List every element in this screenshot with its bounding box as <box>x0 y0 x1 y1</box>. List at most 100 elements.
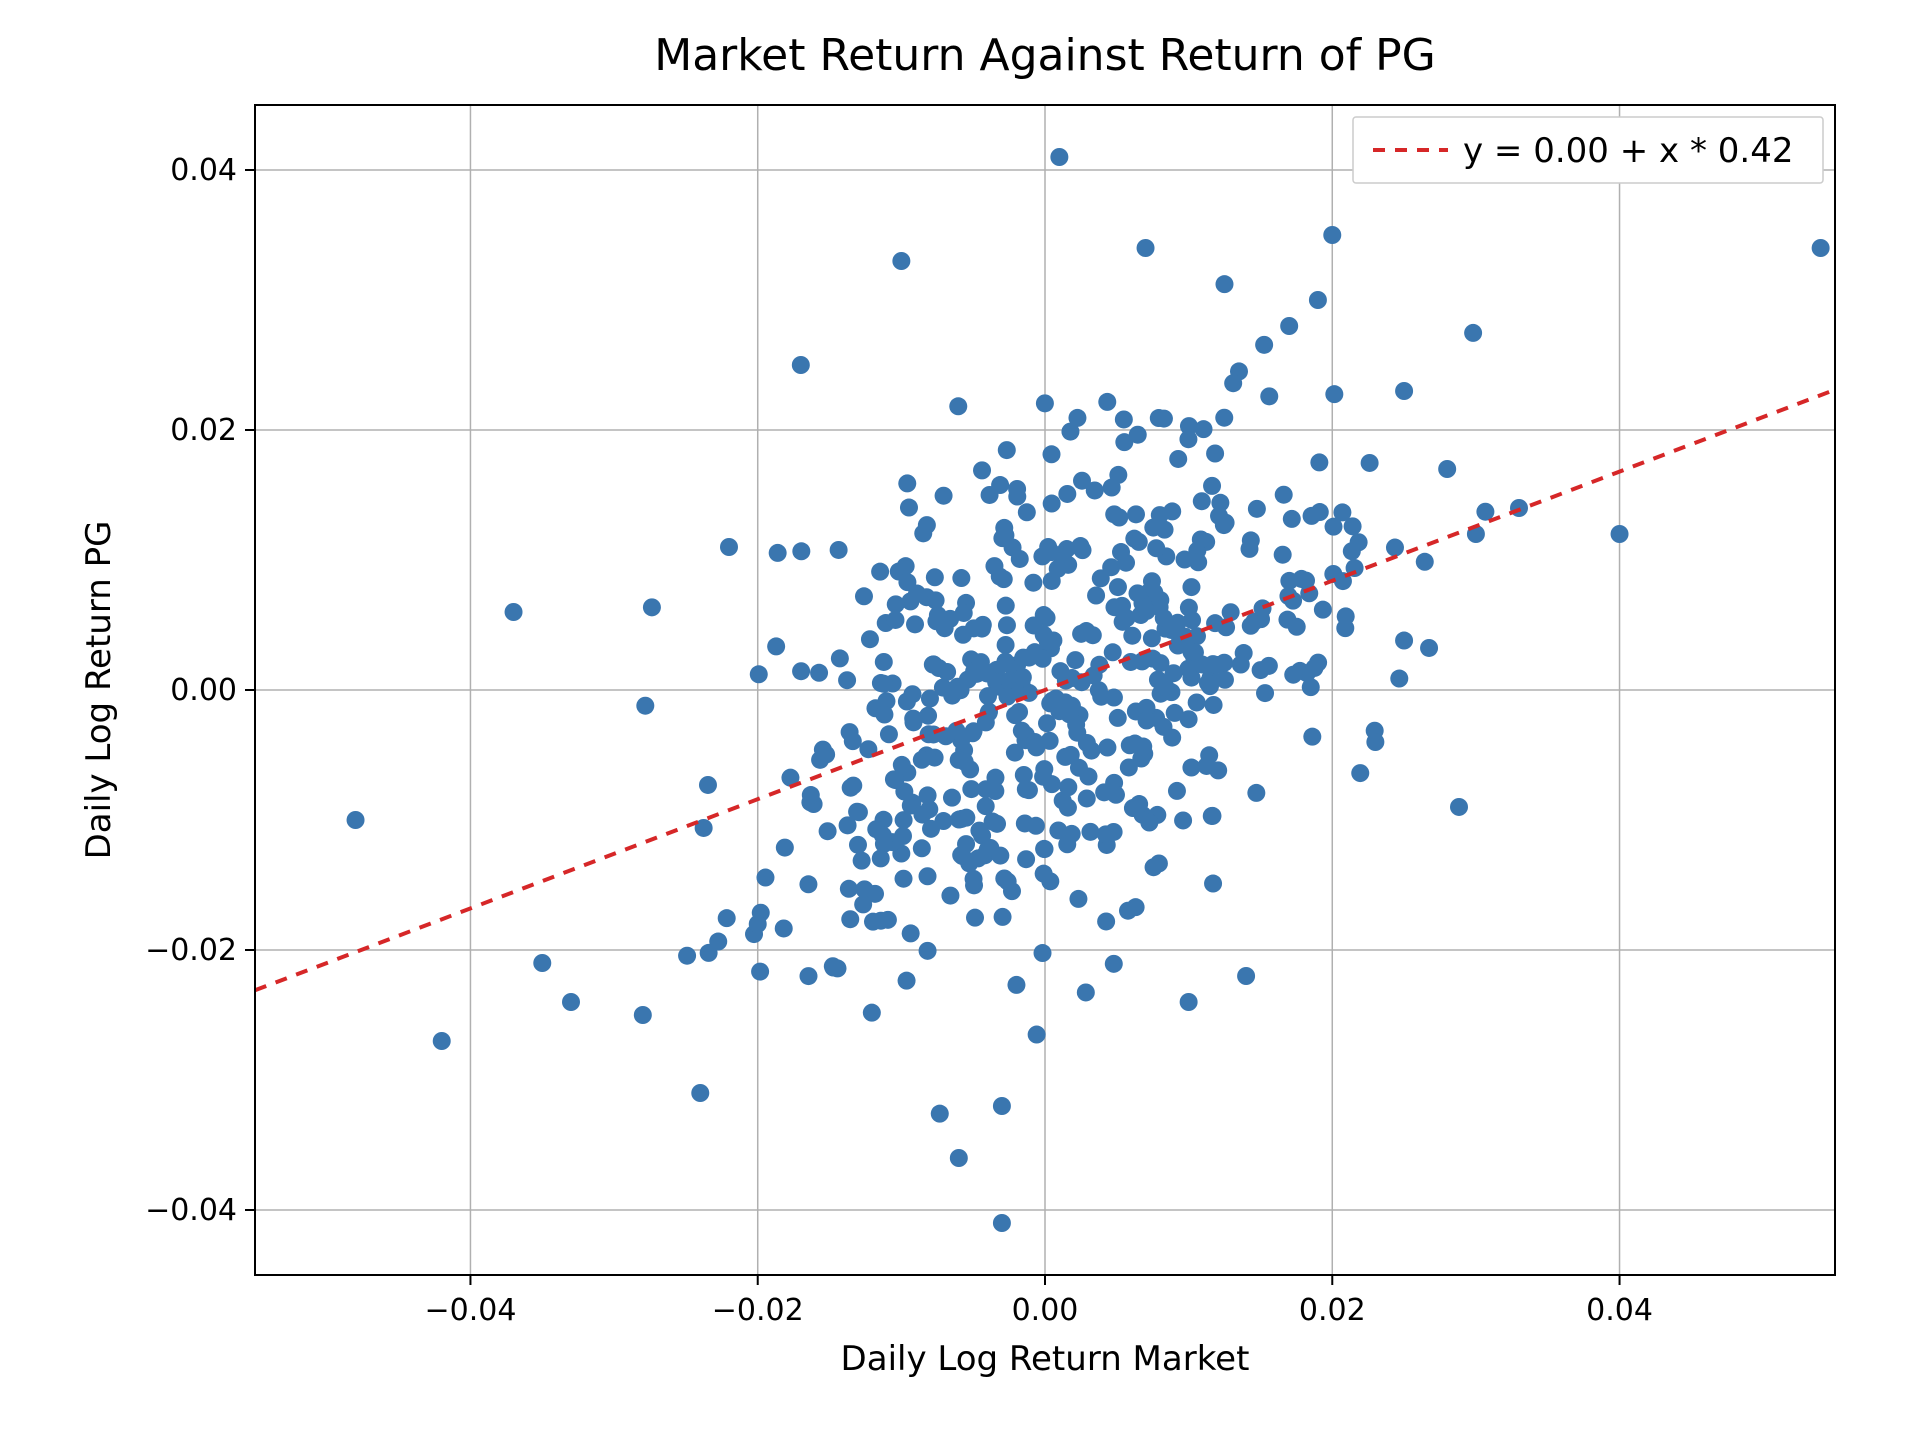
data-point <box>830 541 848 559</box>
data-point <box>691 1084 709 1102</box>
data-point <box>974 616 992 634</box>
data-point <box>925 655 943 673</box>
data-point <box>1109 466 1127 484</box>
data-point <box>934 679 952 697</box>
data-point <box>1122 653 1140 671</box>
data-point <box>893 756 911 774</box>
y-tick-label: 0.04 <box>170 153 237 188</box>
data-point <box>1017 850 1035 868</box>
data-point <box>1283 510 1301 528</box>
data-point <box>1303 507 1321 525</box>
data-point <box>1206 444 1224 462</box>
data-point <box>792 356 810 374</box>
data-point <box>792 662 810 680</box>
data-point <box>1006 706 1024 724</box>
data-point <box>1078 789 1096 807</box>
data-point <box>1035 626 1053 644</box>
data-point <box>1182 643 1200 661</box>
data-point <box>1420 639 1438 657</box>
data-point <box>1069 890 1087 908</box>
data-point <box>1217 514 1235 532</box>
data-point <box>1063 697 1081 715</box>
data-point <box>1288 618 1306 636</box>
data-point <box>1049 560 1067 578</box>
data-point <box>756 869 774 887</box>
data-point <box>1098 393 1116 411</box>
data-point <box>1183 611 1201 629</box>
data-point <box>955 604 973 622</box>
data-point <box>1058 835 1076 853</box>
data-point <box>1255 336 1273 354</box>
data-point <box>1147 539 1165 557</box>
data-point <box>972 653 990 671</box>
data-point <box>800 967 818 985</box>
data-point <box>1180 993 1198 1011</box>
data-point <box>1252 661 1270 679</box>
chart-svg: −0.04−0.020.000.020.04−0.04−0.020.000.02… <box>0 0 1920 1440</box>
data-point <box>935 487 953 505</box>
data-point <box>977 797 995 815</box>
data-point <box>903 685 921 703</box>
data-point <box>1086 481 1104 499</box>
data-point <box>1386 539 1404 557</box>
data-point <box>993 1214 1011 1232</box>
data-point <box>1204 875 1222 893</box>
data-point <box>1123 627 1141 645</box>
data-point <box>953 810 971 828</box>
data-point <box>927 591 945 609</box>
data-point <box>840 880 858 898</box>
data-point <box>1168 782 1186 800</box>
data-point <box>1280 317 1298 335</box>
data-point <box>1260 387 1278 405</box>
data-point <box>886 611 904 629</box>
data-point <box>1066 651 1084 669</box>
x-tick-label: −0.04 <box>424 1293 516 1328</box>
data-point <box>1182 578 1200 596</box>
data-point <box>1254 599 1272 617</box>
data-point <box>1014 668 1032 686</box>
data-point <box>810 664 828 682</box>
data-point <box>1247 784 1265 802</box>
data-point <box>952 569 970 587</box>
data-point <box>875 675 893 693</box>
data-point <box>347 811 365 829</box>
data-point <box>981 486 999 504</box>
data-point <box>819 822 837 840</box>
data-point <box>720 538 738 556</box>
data-point <box>1309 291 1327 309</box>
data-point <box>1034 944 1052 962</box>
data-point <box>913 839 931 857</box>
data-point <box>1067 715 1085 733</box>
data-point <box>849 836 867 854</box>
data-point <box>1150 409 1168 427</box>
data-point <box>995 570 1013 588</box>
data-point <box>1084 626 1102 644</box>
data-point <box>887 595 905 613</box>
data-point <box>1303 728 1321 746</box>
data-point <box>1130 795 1148 813</box>
data-point <box>1274 546 1292 564</box>
data-point <box>1438 460 1456 478</box>
data-point <box>991 847 1009 865</box>
data-point <box>1097 912 1115 930</box>
data-point <box>1129 426 1147 444</box>
data-point <box>1189 553 1207 571</box>
data-point <box>1215 409 1233 427</box>
data-point <box>1027 738 1045 756</box>
data-point <box>934 812 952 830</box>
data-point <box>1056 748 1074 766</box>
data-point <box>841 723 859 741</box>
data-point <box>1104 643 1122 661</box>
x-axis-label: Daily Log Return Market <box>841 1339 1250 1379</box>
data-point <box>1119 902 1137 920</box>
data-point <box>1137 239 1155 257</box>
data-point <box>1280 572 1298 590</box>
data-point <box>1038 714 1056 732</box>
data-point <box>1050 148 1068 166</box>
data-point <box>1035 840 1053 858</box>
data-point <box>906 615 924 633</box>
data-point <box>1018 503 1036 521</box>
data-point <box>1068 409 1086 427</box>
data-point <box>1366 733 1384 751</box>
y-tick-label: −0.04 <box>145 1193 237 1228</box>
